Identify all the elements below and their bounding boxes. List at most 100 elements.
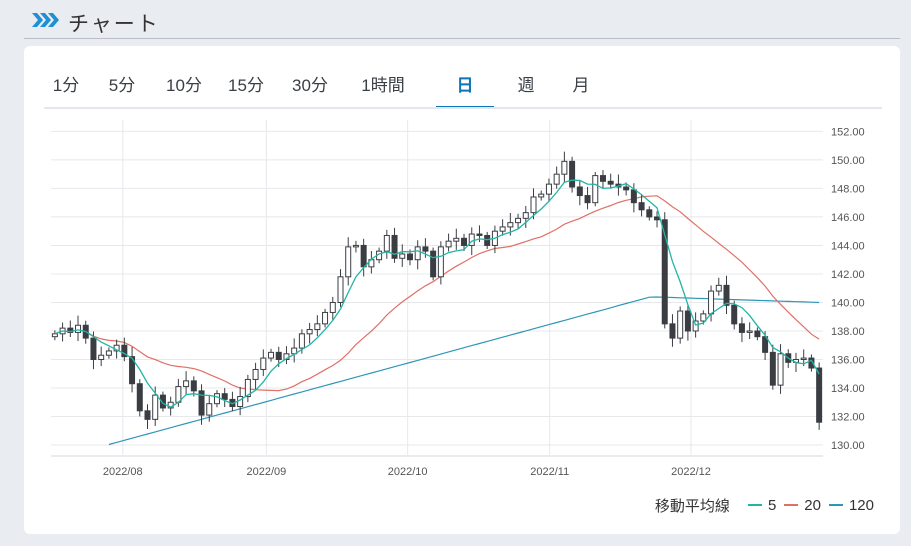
candle-body [352,244,359,248]
candle-body [105,350,112,356]
candle-body [159,394,166,409]
candle-body [183,380,190,388]
candle-body [800,357,807,360]
moving-average-legend: 移動平均線 5 20 120 [655,495,874,515]
chart-card: 1分 5分 10分 15分 30分 1時間 日 週 月 152.00 150.00 148.00 14… [24,46,900,534]
candle-body [306,329,313,335]
candle-body [445,240,452,248]
page-header: チャート [0,0,911,40]
candle-body [623,186,630,191]
candle-body [484,234,491,246]
candle-body [268,351,275,359]
legend-label-ma20: 20 [804,496,821,514]
tab-7[interactable]: 週 [517,76,535,95]
y-tick-label: 138.00 [831,326,865,338]
candle-body [468,233,475,246]
candle-body [298,333,305,349]
candle-body [700,313,707,322]
y-tick-label: 140.00 [831,297,865,309]
tab-5[interactable]: 1時間 [361,76,405,95]
triple-chevron-icon [32,13,59,27]
candle-body [553,173,560,185]
candle-body [654,216,661,221]
legend-item-ma20: 20 [784,497,821,514]
candle-body [731,304,738,325]
candle-body [561,160,568,175]
candle-body [90,337,97,360]
candle-body [198,390,205,416]
y-tick-label: 150.00 [831,155,865,167]
tab-2[interactable]: 10分 [166,76,202,95]
tab-3[interactable]: 15分 [228,76,264,95]
candle-body [67,327,74,333]
candle-body [129,356,136,385]
candle-body [746,330,753,333]
candle-body [322,311,329,325]
candle-body [51,333,58,338]
candle-body [738,323,745,333]
candle-body [399,253,406,259]
candle-body [221,393,228,400]
candle-body [530,196,537,214]
candle-body [515,217,522,224]
candlestick-chart[interactable]: 152.00 150.00 148.00 146.00 144.00 142.00 140.… [24,112,900,532]
tab-8[interactable]: 月 [572,76,590,95]
candle-body [507,222,514,228]
candle-body [715,284,722,292]
x-tick-label: 2022/10 [388,466,428,478]
candle-body [661,219,668,325]
tab-6[interactable]: 日 [436,72,494,109]
candle-body [692,320,699,332]
tab-1[interactable]: 5分 [108,76,136,95]
candle-body [762,336,769,353]
legend-title: 移動平均線 [654,497,730,515]
candle-body [437,246,444,278]
candle-body [769,351,776,386]
candle-body [777,353,784,386]
candle-body [260,357,267,370]
candle-body [144,410,151,420]
y-tick-label: 136.00 [831,354,865,366]
candle-body [538,193,545,198]
candle-body [244,378,251,398]
tab-4[interactable]: 30分 [292,76,328,95]
candle-body [329,301,336,313]
candle-body [152,394,159,420]
candle-body [213,393,220,405]
candle-body [252,368,259,380]
ma120-line [108,296,820,446]
candle-body [383,234,390,252]
candle-body [136,383,143,412]
candle-body [345,246,352,278]
candle-body [461,237,468,246]
candle-body [414,246,421,261]
candle-body [677,310,684,339]
candle-body [75,324,82,333]
candle-body [406,253,413,261]
legend-swatch-ma20 [784,504,799,506]
candle-body [391,234,398,259]
candle-body [430,250,437,278]
y-tick-label: 134.00 [831,383,865,395]
candle-body [98,354,105,360]
candle-body [708,290,715,315]
y-tick-label: 148.00 [831,183,865,195]
ma20-line [54,195,820,392]
candle-body [422,246,429,252]
tabs-underline [44,107,882,109]
candle-body [476,233,483,236]
y-tick-label: 142.00 [831,269,865,281]
candle-body [599,175,606,182]
x-tick-label: 2022/12 [671,466,711,478]
candle-body [607,180,614,185]
candle-body [499,226,506,232]
tab-0[interactable]: 1分 [52,76,80,95]
legend-item-ma5: 5 [747,497,776,514]
candle-body [569,160,576,188]
candle-body [646,209,653,218]
x-tick-label: 2022/11 [530,466,569,478]
y-tick-label: 132.00 [831,412,865,424]
candle-body [190,380,197,392]
candle-body [638,202,645,211]
timeframe-tabs: 1分 5分 10分 15分 30分 1時間 日 週 月 [44,72,882,109]
